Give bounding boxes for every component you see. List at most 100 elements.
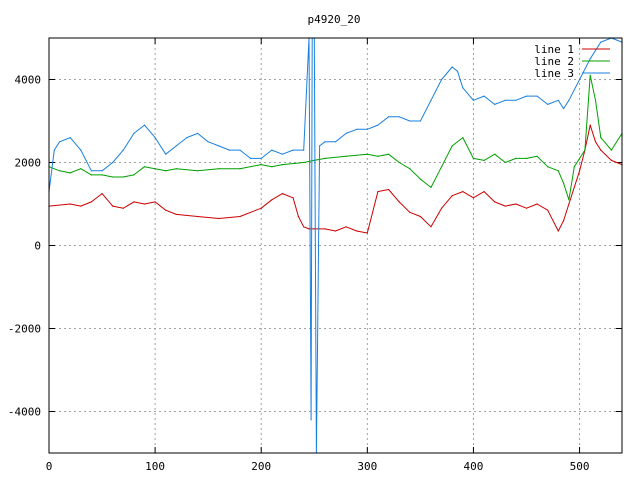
series-1-point [297, 215, 299, 218]
series-1-point [430, 226, 432, 228]
series-2-point [430, 186, 432, 188]
series-2-point [59, 170, 61, 172]
legend-label: line 3 [534, 67, 574, 80]
series-2-point [547, 166, 549, 168]
series-1-point [547, 209, 549, 211]
series-2-point [610, 149, 613, 151]
series-1-point [451, 195, 453, 197]
series-1-point [292, 197, 294, 199]
series-3-point [345, 132, 347, 134]
series-2-point [122, 176, 124, 178]
series-2-point [101, 174, 103, 176]
series-3-point [250, 157, 252, 159]
series-1-point [525, 207, 528, 209]
series-3-point [388, 116, 390, 118]
series-1-point [112, 205, 114, 207]
series-1-point [80, 205, 82, 207]
series-3-point [334, 141, 337, 143]
series-1-point [271, 199, 273, 201]
series-3-point [494, 103, 496, 105]
series-1-point [345, 226, 347, 228]
series-1-point [398, 201, 400, 203]
series-2-point [568, 199, 570, 201]
y-tick-label: 2000 [15, 157, 42, 170]
series-3-point [143, 124, 146, 126]
series-1-point [366, 232, 368, 234]
series-2-point [165, 170, 167, 172]
series-2-point [525, 157, 528, 159]
series-3-point [197, 132, 199, 134]
series-2-point [494, 153, 496, 155]
series-2-point [579, 157, 581, 159]
series-1-point [377, 191, 379, 193]
series-2-point [281, 164, 283, 166]
series-3-point [547, 103, 549, 105]
series-1-point [90, 201, 92, 203]
series-3-point [228, 149, 230, 151]
series-2-point [239, 168, 241, 170]
chart-title: p4920_20 [308, 13, 361, 26]
series-1-point [515, 203, 517, 205]
series-3-point [218, 145, 220, 147]
series-3-point [600, 41, 602, 43]
series-3-point [271, 149, 273, 151]
y-tick-label: -2000 [8, 323, 41, 336]
x-tick-label: 300 [357, 460, 377, 473]
series-3-point [324, 141, 326, 143]
series-2-point [388, 153, 390, 155]
series-2-point [462, 137, 464, 139]
series-2-point [197, 170, 199, 172]
series-1-point [504, 205, 506, 207]
series-2-point [112, 176, 114, 178]
series-3-point [430, 99, 432, 101]
series-3-point [456, 70, 459, 72]
series-2-point [472, 157, 474, 159]
series-3-point [260, 157, 262, 159]
series-2-point [504, 161, 506, 164]
series-3-point [472, 99, 474, 101]
series-2-point [175, 168, 177, 170]
series-2-point [218, 168, 220, 170]
x-tick-label: 0 [46, 460, 53, 473]
series-2-point [398, 161, 400, 164]
series-1-point [239, 215, 241, 218]
series-2-point [154, 168, 156, 170]
series-3-point [409, 120, 411, 122]
series-1-point [494, 201, 496, 203]
series-1-point [303, 226, 305, 228]
series-3-point [398, 116, 400, 118]
series-1-point [143, 203, 146, 205]
series-1-point [154, 201, 156, 203]
series-1-point [69, 203, 71, 205]
series-1-point [334, 230, 337, 232]
series-3-point [133, 132, 135, 134]
series-2-point [600, 137, 602, 139]
series-3-point [69, 137, 71, 139]
series-1-point [594, 141, 597, 143]
series-3-point [451, 66, 453, 68]
series-3-point [80, 149, 82, 151]
series-1-point [165, 209, 167, 211]
series-1-point [218, 217, 220, 220]
series-1-point [260, 207, 262, 209]
series-3-point [563, 108, 565, 110]
series-3-point [154, 137, 156, 139]
series-3-point [207, 141, 209, 143]
series-1-point [563, 220, 565, 222]
series-1-point [324, 228, 326, 230]
series-3-point [310, 419, 312, 421]
y-tick-label: 0 [34, 240, 41, 253]
series-1-point [197, 215, 199, 218]
series-2-point [90, 174, 92, 176]
series-2-point [557, 170, 559, 172]
series-1-point [536, 203, 538, 205]
series-2-point [573, 166, 575, 168]
series-2-point [589, 74, 591, 76]
series-2-point [143, 166, 146, 168]
series-2-point [563, 182, 565, 184]
plot-frame [48, 37, 623, 454]
series-3-point [112, 161, 114, 164]
series-3-point [366, 128, 368, 130]
series-3-point [441, 78, 443, 81]
